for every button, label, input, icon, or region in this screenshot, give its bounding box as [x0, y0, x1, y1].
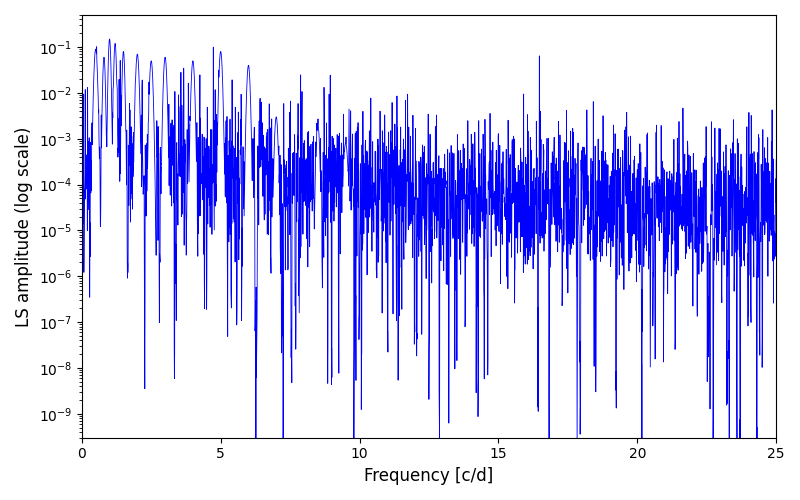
Y-axis label: LS amplitude (log scale): LS amplitude (log scale) — [15, 126, 33, 326]
X-axis label: Frequency [c/d]: Frequency [c/d] — [364, 467, 494, 485]
